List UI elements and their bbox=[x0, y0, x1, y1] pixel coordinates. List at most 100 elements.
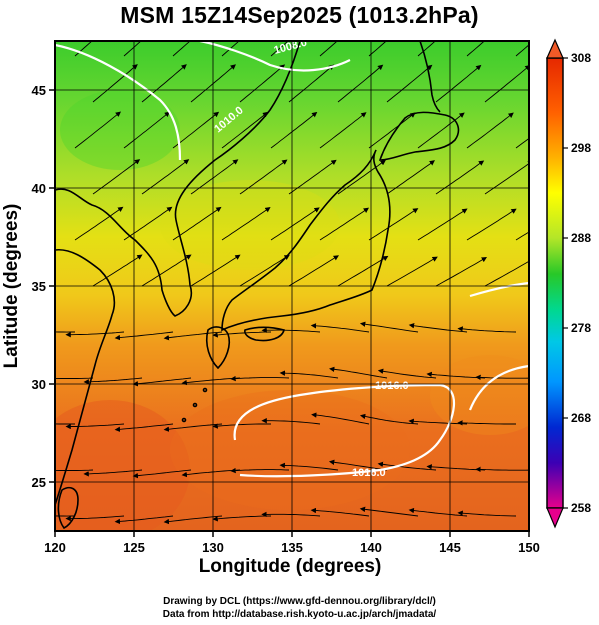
streamline bbox=[288, 159, 337, 195]
streamline bbox=[435, 160, 485, 195]
streamline bbox=[475, 374, 529, 381]
streamline bbox=[114, 515, 174, 525]
streamline bbox=[141, 64, 187, 103]
streamline bbox=[484, 64, 529, 103]
isobar-1008 bbox=[199, 41, 351, 72]
x-axis: 120 125 130 135 140 145 150 bbox=[44, 531, 540, 555]
streamline bbox=[132, 377, 192, 387]
streamline bbox=[457, 510, 517, 517]
streamline bbox=[239, 159, 288, 195]
streamline bbox=[310, 323, 370, 333]
streamline bbox=[435, 257, 488, 287]
streamline bbox=[65, 331, 125, 338]
streamline bbox=[123, 111, 171, 149]
streamline bbox=[337, 255, 389, 287]
x-tick-label: 120 bbox=[44, 540, 66, 555]
streamline bbox=[288, 255, 339, 287]
streamline bbox=[92, 159, 141, 195]
streamline bbox=[386, 256, 438, 287]
streamline bbox=[475, 466, 529, 473]
isobar-label: 1016.0 bbox=[375, 380, 409, 392]
streamline bbox=[359, 321, 419, 333]
streamline bbox=[83, 469, 143, 477]
streamline bbox=[386, 160, 435, 195]
x-tick-label: 125 bbox=[123, 540, 145, 555]
y-tick-label: 45 bbox=[32, 83, 46, 98]
streamline bbox=[221, 111, 269, 149]
wind-streamlines bbox=[55, 41, 529, 525]
streamline bbox=[270, 41, 289, 57]
lat-lon-grid bbox=[54, 41, 530, 531]
y-axis: 25 30 35 40 45 bbox=[32, 83, 55, 490]
isobar-1016-east bbox=[468, 364, 529, 411]
streamline bbox=[328, 459, 388, 471]
colorbar-top-arrow bbox=[546, 38, 564, 59]
streamline bbox=[279, 462, 339, 471]
streamline bbox=[377, 368, 437, 379]
streamline bbox=[319, 207, 370, 241]
streamline bbox=[359, 506, 419, 517]
streamline bbox=[92, 254, 143, 287]
coastlines bbox=[55, 41, 460, 530]
streamline bbox=[466, 112, 514, 149]
streamline bbox=[417, 112, 465, 149]
streamline bbox=[386, 64, 433, 103]
streamline bbox=[239, 64, 286, 103]
x-tick-label: 145 bbox=[439, 540, 461, 555]
streamline bbox=[368, 208, 419, 241]
streamline bbox=[212, 423, 271, 429]
streamline bbox=[190, 254, 241, 287]
streamline bbox=[329, 366, 388, 379]
chart-title: MSM 15Z14Sep2025 (1013.2hPa) bbox=[120, 2, 479, 28]
streamline bbox=[239, 254, 290, 287]
streamline bbox=[484, 160, 529, 195]
streamline bbox=[466, 208, 517, 241]
streamline bbox=[172, 206, 222, 241]
credit-drawing: Drawing by DCL (https://www.gfd-dennou.o… bbox=[163, 596, 436, 607]
y-tick-label: 25 bbox=[32, 475, 46, 490]
y-tick-label: 35 bbox=[32, 279, 46, 294]
streamline bbox=[92, 64, 138, 103]
streamline bbox=[74, 111, 122, 149]
isobar-1016-south bbox=[233, 383, 456, 478]
y-axis-label: Latitude (degrees) bbox=[1, 203, 22, 369]
x-tick-label: 130 bbox=[202, 540, 224, 555]
streamline bbox=[457, 326, 517, 333]
colorbar-tick-label: 308 bbox=[571, 51, 591, 65]
streamline bbox=[311, 412, 370, 425]
streamline bbox=[190, 64, 236, 103]
streamline bbox=[417, 208, 468, 241]
colorbar-tick-label: 288 bbox=[571, 231, 591, 245]
streamline bbox=[288, 64, 335, 103]
x-tick-label: 150 bbox=[518, 540, 540, 555]
streamline bbox=[466, 41, 486, 57]
isobars bbox=[55, 41, 529, 478]
streamline bbox=[74, 41, 93, 57]
streamline bbox=[270, 111, 318, 149]
streamline bbox=[123, 206, 173, 241]
colorbar-bottom-arrow bbox=[546, 507, 564, 529]
streamline bbox=[172, 111, 220, 149]
isobar-1010 bbox=[55, 43, 182, 161]
x-tick-label: 135 bbox=[281, 540, 303, 555]
x-axis-label: Longitude (degrees) bbox=[198, 556, 382, 577]
streamline bbox=[337, 64, 384, 103]
colorbar-bar bbox=[546, 57, 564, 509]
streamline bbox=[368, 112, 416, 149]
streamline bbox=[172, 41, 191, 57]
streamline bbox=[417, 41, 436, 57]
streamline bbox=[230, 467, 290, 474]
streamline bbox=[114, 331, 174, 341]
streamline bbox=[123, 41, 142, 57]
streamline bbox=[515, 231, 529, 241]
streamline bbox=[310, 507, 370, 517]
streamline bbox=[74, 206, 124, 241]
streamline bbox=[114, 423, 174, 432]
streamline bbox=[368, 41, 387, 57]
colorbar-tick-label: 278 bbox=[571, 321, 591, 335]
streamline bbox=[319, 112, 367, 149]
x-tick-label: 140 bbox=[360, 540, 382, 555]
colorbar-tick-label: 268 bbox=[571, 411, 591, 425]
streamline bbox=[65, 423, 125, 430]
